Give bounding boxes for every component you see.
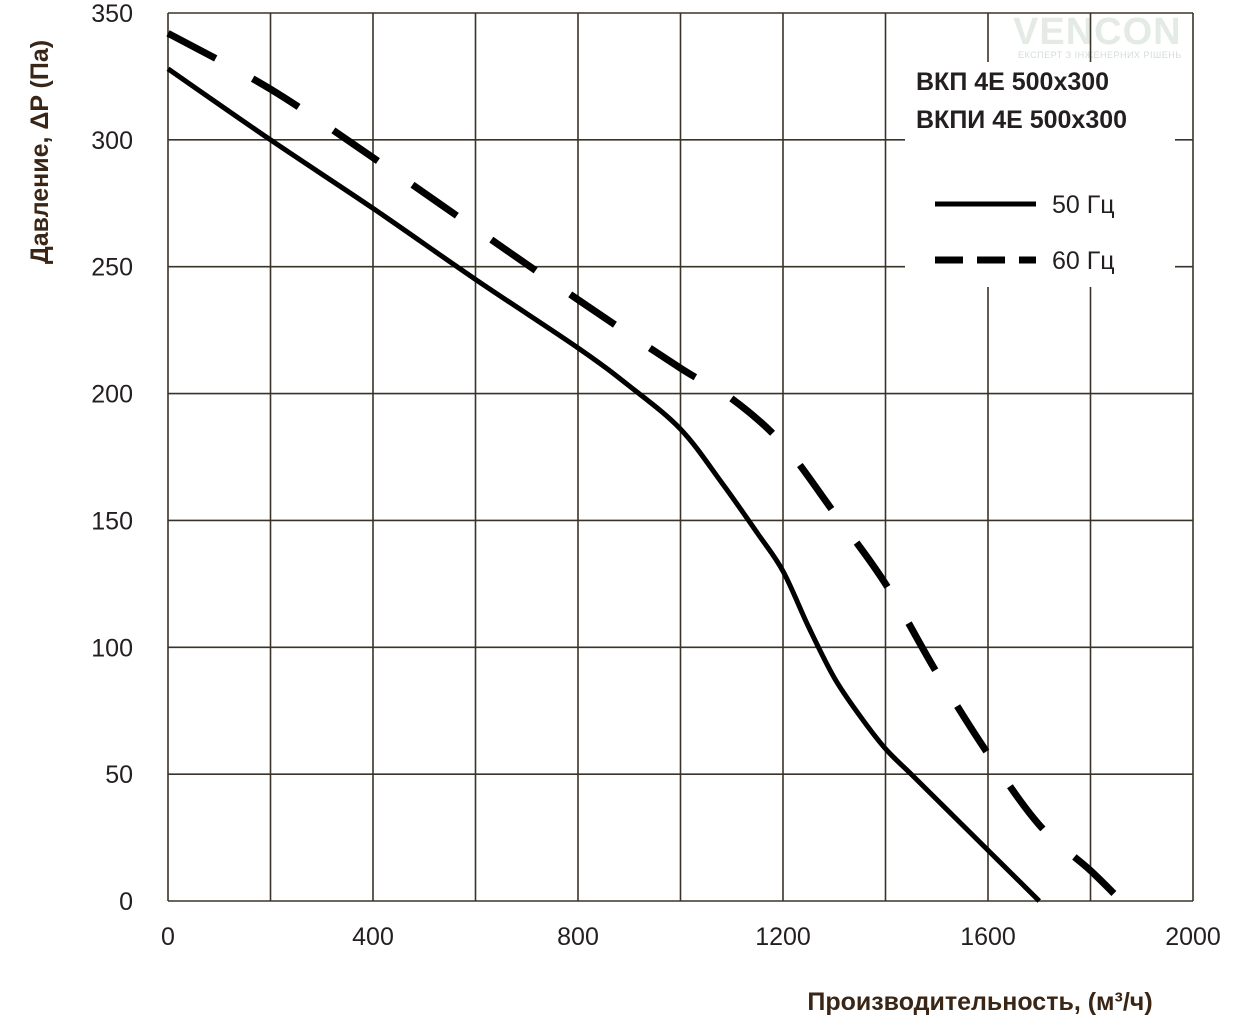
y-tick-label: 50 [105,761,133,789]
y-tick-label: 150 [91,507,133,535]
y-tick-label: 200 [91,381,133,409]
x-tick-label: 1200 [755,923,811,951]
model-label-2: ВКПИ 4Е 500x300 [916,106,1127,134]
y-tick-label: 250 [91,254,133,282]
legend-background [905,62,1175,287]
grid [167,12,1194,902]
legend-label-60hz: 60 Гц [1052,247,1115,275]
y-tick-label: 350 [91,0,133,28]
tick-labels: 0 400 800 1200 1600 2000 0 50 100 150 200 250 300 350 [91,0,1221,951]
y-axis-title: Давление, ΔP (Па) [26,40,54,264]
y-tick-label: 0 [119,888,133,916]
model-labels: ВКП 4Е 500x300 ВКПИ 4Е 500x300 [916,68,1127,134]
series-line-50hz [166,66,1042,903]
legend-label-50hz: 50 Гц [1052,191,1115,219]
model-label-1: ВКП 4Е 500x300 [916,68,1109,96]
x-tick-label: 0 [161,923,175,951]
vencon-logo: VENCON ЕКСПЕРТ З ІНЖЕНЕРНИХ РІШЕНЬ [1013,11,1182,60]
series-line-60hz [166,30,1124,904]
x-tick-label: 400 [352,923,394,951]
x-axis-title: Производительность, (м³/ч) [807,988,1152,1016]
series [166,30,1124,904]
x-tick-label: 1600 [960,923,1016,951]
y-tick-label: 300 [91,127,133,155]
logo-tagline: ЕКСПЕРТ З ІНЖЕНЕРНИХ РІШЕНЬ [1018,50,1182,60]
x-tick-label: 800 [557,923,599,951]
legend: 50 Гц 60 Гц [935,191,1115,275]
logo-name: VENCON [1013,11,1182,53]
y-tick-label: 100 [91,634,133,662]
x-tick-label: 2000 [1165,923,1221,951]
